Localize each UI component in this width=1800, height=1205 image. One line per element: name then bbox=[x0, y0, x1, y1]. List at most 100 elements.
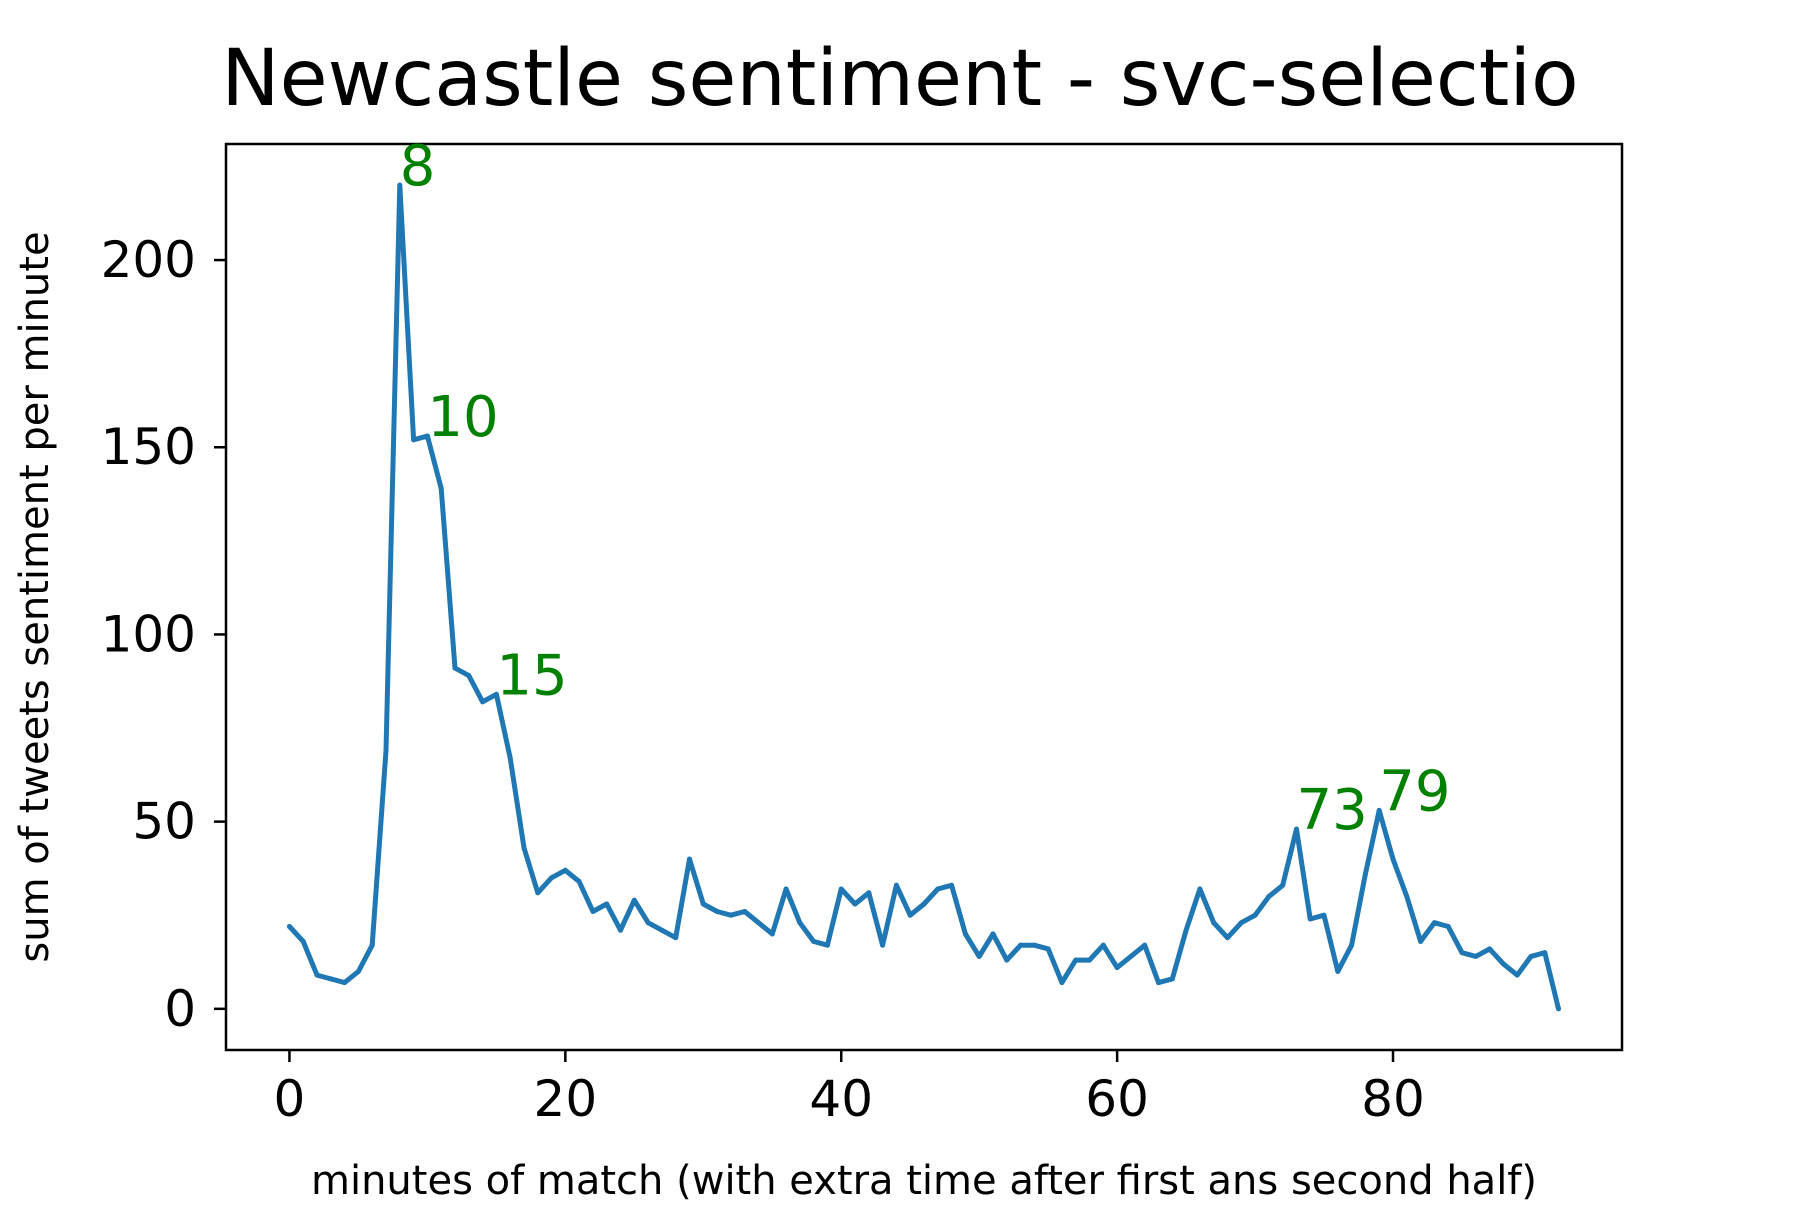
x-tick-label: 40 bbox=[809, 1070, 873, 1128]
data-point bbox=[673, 935, 679, 941]
data-point bbox=[797, 920, 803, 926]
data-point bbox=[1266, 894, 1272, 900]
data-point bbox=[935, 886, 941, 892]
data-point bbox=[1059, 980, 1065, 986]
data-point bbox=[1004, 957, 1010, 963]
data-point bbox=[1514, 972, 1520, 978]
data-point bbox=[1045, 946, 1051, 952]
data-point bbox=[1156, 980, 1162, 986]
y-tick-label: 0 bbox=[164, 980, 196, 1038]
data-point bbox=[355, 968, 361, 974]
y-tick-label: 50 bbox=[132, 793, 196, 851]
data-point bbox=[1018, 942, 1024, 948]
data-point bbox=[480, 699, 486, 705]
data-point bbox=[907, 912, 913, 918]
data-point bbox=[576, 879, 582, 885]
data-point bbox=[714, 908, 720, 914]
series-line bbox=[287, 182, 1561, 1010]
chart-title: Newcastle sentiment - svc-selectio bbox=[221, 34, 1579, 124]
data-point bbox=[1087, 957, 1093, 963]
x-tick-label: 0 bbox=[274, 1070, 306, 1128]
data-point bbox=[1073, 957, 1079, 963]
x-axis-label: minutes of match (with extra time after … bbox=[311, 1158, 1537, 1200]
data-point bbox=[1280, 882, 1286, 888]
data-point bbox=[1307, 916, 1313, 922]
annotation-label: 73 bbox=[1296, 778, 1367, 843]
data-point bbox=[369, 942, 375, 948]
annotation-label: 79 bbox=[1379, 759, 1450, 824]
data-point bbox=[438, 485, 444, 491]
data-point bbox=[962, 931, 968, 937]
data-point bbox=[1335, 968, 1341, 974]
data-point bbox=[521, 845, 527, 851]
data-point bbox=[286, 923, 292, 929]
y-axis-label: sum of tweets sentiment per minute bbox=[12, 231, 58, 962]
data-point bbox=[424, 433, 430, 439]
data-point bbox=[328, 976, 334, 982]
data-point bbox=[976, 953, 982, 959]
data-point bbox=[549, 875, 555, 881]
data-point bbox=[728, 912, 734, 918]
data-point bbox=[1142, 942, 1148, 948]
data-point bbox=[645, 920, 651, 926]
y-tick-label: 150 bbox=[101, 418, 196, 476]
data-point bbox=[852, 901, 858, 907]
data-point bbox=[1487, 946, 1493, 952]
data-point bbox=[1238, 920, 1244, 926]
data-point bbox=[1556, 1006, 1562, 1012]
data-point bbox=[342, 980, 348, 986]
data-point bbox=[1500, 961, 1506, 967]
data-point bbox=[466, 673, 472, 679]
data-point bbox=[1404, 894, 1410, 900]
data-point bbox=[1445, 923, 1451, 929]
data-point bbox=[1390, 856, 1396, 862]
data-point bbox=[893, 882, 899, 888]
data-point bbox=[1031, 942, 1037, 948]
data-point bbox=[824, 942, 830, 948]
data-points bbox=[286, 182, 1562, 1012]
data-point bbox=[1473, 953, 1479, 959]
data-point bbox=[314, 972, 320, 978]
x-tick-label: 80 bbox=[1361, 1070, 1425, 1128]
data-point bbox=[659, 927, 665, 933]
y-axis: 0 50 100 150 200 bbox=[101, 231, 226, 1038]
x-tick-label: 20 bbox=[534, 1070, 598, 1128]
data-point bbox=[700, 901, 706, 907]
data-point bbox=[1252, 912, 1258, 918]
data-point bbox=[411, 437, 417, 443]
annotation-label: 8 bbox=[400, 134, 436, 199]
data-point bbox=[1418, 938, 1424, 944]
data-point bbox=[452, 665, 458, 671]
data-point bbox=[1362, 871, 1368, 877]
annotation-label: 15 bbox=[496, 643, 567, 708]
data-point bbox=[493, 691, 499, 697]
data-point bbox=[1183, 927, 1189, 933]
data-point bbox=[631, 897, 637, 903]
x-axis: 0 20 40 60 80 bbox=[274, 1050, 1425, 1128]
annotation-label: 10 bbox=[427, 385, 498, 450]
data-point bbox=[1169, 976, 1175, 982]
plot-frame bbox=[224, 142, 1624, 1052]
data-point bbox=[949, 882, 955, 888]
annotations: 8 10 15 73 79 bbox=[400, 134, 1451, 843]
data-point bbox=[990, 931, 996, 937]
data-point bbox=[921, 901, 927, 907]
data-point bbox=[562, 867, 568, 873]
data-point bbox=[838, 886, 844, 892]
data-point bbox=[590, 908, 596, 914]
data-point bbox=[1114, 965, 1120, 971]
data-point bbox=[686, 856, 692, 862]
data-point bbox=[1376, 807, 1382, 813]
data-point bbox=[604, 901, 610, 907]
data-point bbox=[507, 755, 513, 761]
data-point bbox=[880, 942, 886, 948]
data-point bbox=[1528, 953, 1534, 959]
data-point bbox=[1100, 942, 1106, 948]
data-point bbox=[783, 886, 789, 892]
data-point bbox=[866, 890, 872, 896]
data-point bbox=[1197, 886, 1203, 892]
data-point bbox=[300, 938, 306, 944]
data-point bbox=[383, 747, 389, 753]
data-point bbox=[1459, 950, 1465, 956]
